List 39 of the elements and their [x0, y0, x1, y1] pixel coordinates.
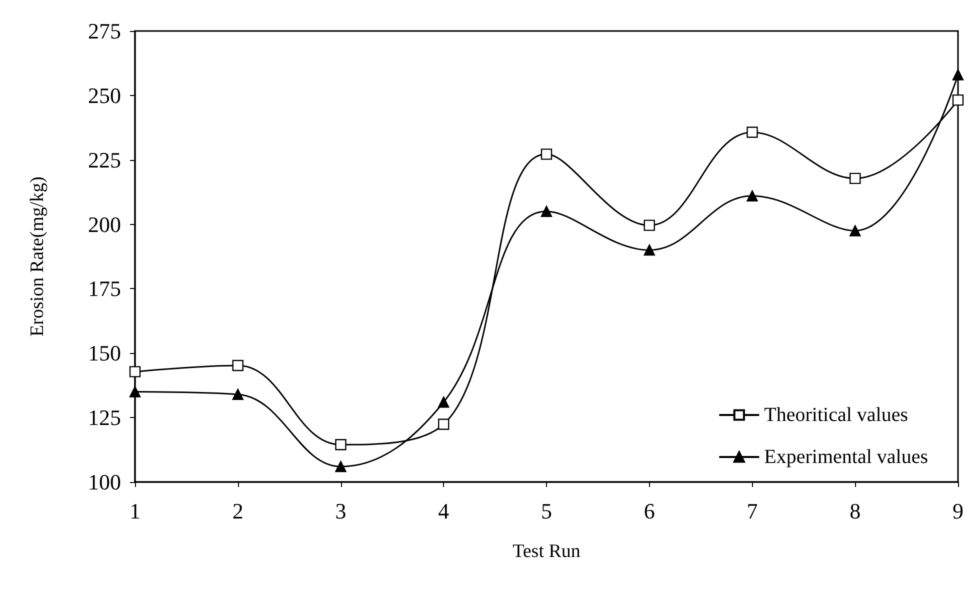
point [644, 244, 655, 256]
point [129, 366, 141, 378]
x-tick-label: 9 [952, 498, 964, 524]
x-tick-label: 2 [232, 498, 244, 524]
point [232, 360, 244, 372]
point [129, 386, 141, 398]
point [952, 94, 964, 106]
point [335, 460, 346, 472]
x-tick-label: 7 [746, 498, 758, 524]
point [746, 190, 758, 202]
point [540, 206, 552, 217]
y-tick-label: 175 [88, 276, 121, 302]
y-tick-label: 250 [88, 82, 121, 108]
point [746, 126, 758, 138]
x-tick-label: 6 [644, 498, 655, 524]
legend-label: Theoritical values [764, 404, 908, 426]
y-tick-label: 225 [88, 147, 121, 172]
x-tick-label: 8 [850, 498, 861, 524]
point [540, 148, 552, 160]
point [438, 396, 450, 408]
y-axis-title: Erosion Rate(mg/kg) [27, 176, 48, 336]
x-axis-title: Test Run [512, 541, 581, 562]
point [850, 172, 861, 184]
point [644, 220, 655, 231]
y-tick-label: 150 [88, 340, 121, 366]
x-tick-label: 3 [335, 498, 346, 524]
y-tick-label: 200 [88, 212, 121, 237]
x-tick-label: 4 [438, 498, 450, 524]
y-tick-label: 125 [88, 405, 121, 430]
point [438, 418, 450, 430]
y-tick-label: 275 [88, 18, 121, 44]
y-tick-label: 100 [88, 470, 121, 494]
point [335, 439, 346, 450]
legend-label: Experimental values [764, 446, 928, 468]
point [952, 69, 964, 80]
point [232, 388, 244, 400]
point [850, 225, 861, 236]
x-tick-label: 5 [541, 498, 552, 524]
x-tick-label: 1 [130, 498, 140, 524]
